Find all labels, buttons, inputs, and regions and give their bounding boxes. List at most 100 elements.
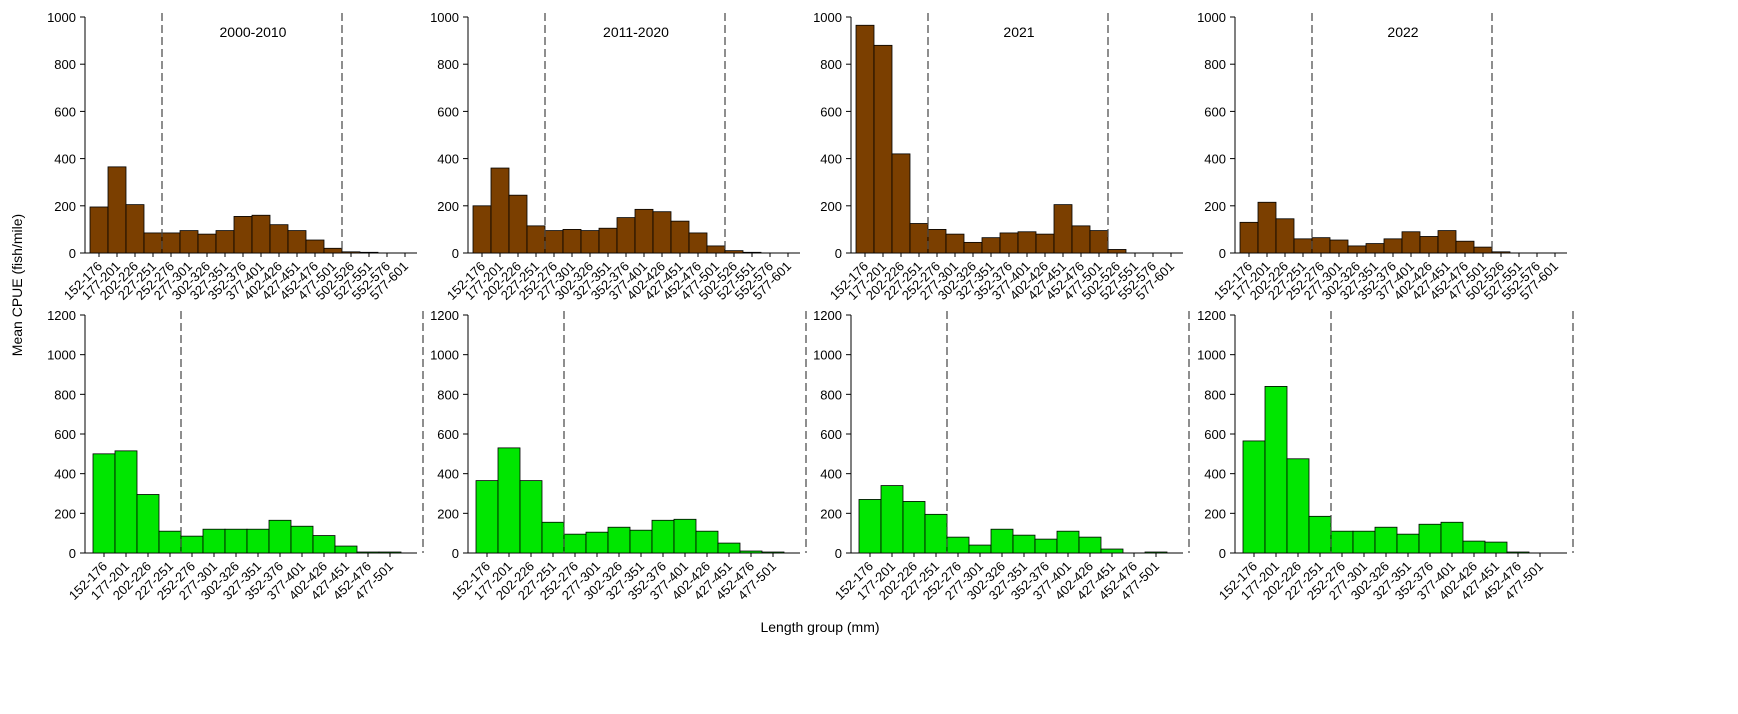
bar <box>341 251 361 254</box>
panel-title: 2021 <box>1003 24 1034 40</box>
y-tick-label: 200 <box>437 199 459 214</box>
y-tick-label: 0 <box>1219 246 1226 261</box>
bar <box>1491 251 1511 254</box>
bar <box>909 223 929 254</box>
bar <box>1017 231 1037 254</box>
y-tick-label: 800 <box>54 387 76 402</box>
bar <box>1311 237 1331 254</box>
bar <box>1374 526 1398 554</box>
bar <box>880 485 904 554</box>
y-tick-label: 600 <box>1204 427 1226 442</box>
bar <box>1078 536 1102 554</box>
x-axis-label: Length group (mm) <box>760 619 879 635</box>
bar <box>717 542 741 554</box>
bar <box>1455 240 1475 254</box>
bar <box>1330 530 1354 554</box>
bar <box>1071 225 1091 254</box>
y-tick-label: 400 <box>1204 152 1226 167</box>
bar <box>999 232 1019 254</box>
y-tick-label: 1000 <box>1197 348 1226 363</box>
y-tick-label: 1000 <box>813 348 842 363</box>
bar <box>1242 440 1266 554</box>
bar <box>598 227 618 254</box>
bar <box>946 536 970 554</box>
bar <box>1053 204 1073 254</box>
bar <box>472 205 492 254</box>
bar <box>136 494 160 554</box>
bar <box>670 220 690 254</box>
panel-title: 2011-2020 <box>603 24 669 40</box>
bar <box>1100 548 1124 554</box>
y-tick-label: 0 <box>835 246 842 261</box>
bar <box>526 225 546 254</box>
panel-title: 2000-2010 <box>220 24 287 40</box>
y-tick-label: 400 <box>1204 467 1226 482</box>
bar <box>1275 218 1295 254</box>
bar <box>1419 236 1439 254</box>
bar <box>1257 201 1277 254</box>
bar <box>585 531 609 554</box>
bar <box>873 44 893 254</box>
bar <box>1012 534 1036 554</box>
y-tick-label: 800 <box>820 387 842 402</box>
y-tick-label: 1000 <box>47 348 76 363</box>
y-tick-label: 1200 <box>1197 308 1226 323</box>
bar <box>563 533 587 554</box>
y-tick-label: 800 <box>437 57 459 72</box>
y-tick-label: 1000 <box>1197 10 1226 25</box>
y-tick-label: 600 <box>54 427 76 442</box>
bar <box>359 251 379 254</box>
bar <box>688 232 708 254</box>
y-tick-label: 600 <box>820 427 842 442</box>
y-tick-label: 1000 <box>47 10 76 25</box>
bar <box>544 230 564 254</box>
bar <box>981 237 1001 254</box>
bar <box>1089 230 1109 254</box>
bar <box>695 530 719 554</box>
bar <box>1239 221 1259 254</box>
bar <box>107 166 127 254</box>
bar <box>1352 530 1376 554</box>
y-tick-label: 600 <box>54 104 76 119</box>
y-tick-label: 200 <box>54 199 76 214</box>
bar <box>1401 231 1421 254</box>
bar <box>215 230 235 254</box>
bar <box>202 528 226 554</box>
y-tick-label: 800 <box>54 57 76 72</box>
bar <box>1035 233 1055 254</box>
y-tick-label: 0 <box>1219 546 1226 561</box>
bar <box>629 529 653 554</box>
bar <box>125 204 145 254</box>
y-axis-label: Mean CPUE (fish/mile) <box>9 214 25 356</box>
y-tick-label: 600 <box>437 104 459 119</box>
y-tick-label: 800 <box>820 57 842 72</box>
bar <box>1437 230 1457 254</box>
y-tick-label: 200 <box>1204 199 1226 214</box>
bar <box>224 528 248 554</box>
y-tick-label: 400 <box>437 467 459 482</box>
bar <box>312 535 336 554</box>
y-tick-label: 400 <box>820 152 842 167</box>
bar <box>180 535 204 554</box>
bar <box>268 519 292 554</box>
bar <box>251 214 271 254</box>
bar <box>634 208 654 254</box>
y-tick-label: 0 <box>835 546 842 561</box>
y-tick-label: 400 <box>54 467 76 482</box>
bar <box>1293 238 1313 254</box>
y-tick-label: 200 <box>820 199 842 214</box>
bar <box>1473 246 1493 254</box>
bar <box>1056 530 1080 554</box>
bar <box>287 230 307 254</box>
bar <box>179 230 199 254</box>
bar <box>519 480 543 554</box>
y-tick-label: 400 <box>820 467 842 482</box>
y-tick-label: 800 <box>1204 387 1226 402</box>
bar <box>902 501 926 554</box>
bar <box>742 251 762 254</box>
bar <box>1462 540 1486 554</box>
bar <box>963 241 983 254</box>
bar <box>724 250 744 254</box>
bar <box>541 521 565 554</box>
